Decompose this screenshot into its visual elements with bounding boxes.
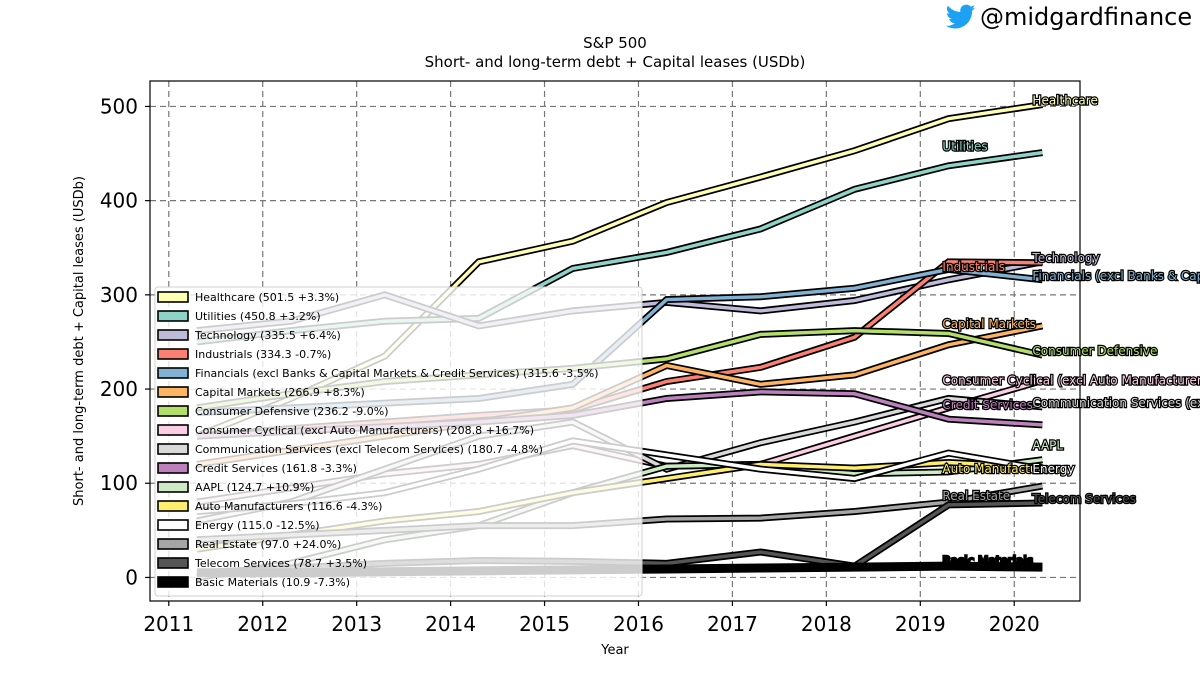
series-end-label: Communication Services (excl Telecom Ser…	[1032, 396, 1200, 410]
x-tick-label: 2013	[331, 612, 382, 636]
y-axis-label: Short- and long-term debt + Capital leas…	[72, 176, 87, 506]
y-tick-label: 300	[100, 283, 138, 307]
legend-item: AAPL (124.7 +10.9%)	[195, 481, 314, 494]
legend-item: Healthcare (501.5 +3.3%)	[195, 291, 339, 304]
series-end-label: Real Estate	[942, 489, 1010, 503]
legend-swatch	[157, 443, 189, 455]
brand-handle: @midgardfinance	[980, 3, 1193, 31]
chart-title: S&P 500	[583, 34, 647, 52]
series-end-label: Healthcare	[1032, 94, 1097, 108]
y-tick-label: 400	[100, 189, 138, 213]
legend-swatch	[157, 405, 189, 417]
series-end-label: Capital Markets	[942, 317, 1035, 331]
legend-swatch	[157, 481, 189, 493]
legend-swatch	[157, 519, 189, 531]
x-tick-label: 2014	[425, 612, 476, 636]
series-end-label: Basic Materials	[942, 554, 1033, 568]
x-tick-label: 2020	[989, 612, 1040, 636]
series-end-label: Technology	[1031, 251, 1099, 265]
legend-swatch	[157, 424, 189, 436]
x-tick-label: 2018	[801, 612, 852, 636]
legend-swatch	[157, 367, 189, 379]
x-tick-label: 2017	[707, 612, 758, 636]
series-end-labels: Healthcare Utilities Technology Industrials…	[941, 92, 1200, 569]
series-end-label: Credit Services	[942, 398, 1033, 412]
legend-swatch	[157, 557, 189, 569]
legend-swatch	[157, 462, 189, 474]
twitter-bird-icon	[946, 4, 976, 29]
legend-swatch	[157, 500, 189, 512]
legend-box	[154, 286, 643, 597]
legend-item: Consumer Cyclical (excl Auto Manufacture…	[195, 424, 534, 437]
axis-ticks: 2011 2012 2013 2014 2015 2016 2017 2018 2019 2020…	[100, 94, 1040, 636]
legend-item: Utilities (450.8 +3.2%)	[195, 310, 321, 323]
series-end-label: Utilities	[942, 140, 987, 154]
series-end-label: Telecom Services	[1031, 492, 1135, 506]
brand: @midgardfinance	[946, 2, 1192, 32]
legend-item: Industrials (334.3 -0.7%)	[195, 348, 331, 361]
series-end-label: Industrials	[942, 260, 1005, 274]
legend-item: Consumer Defensive (236.2 -9.0%)	[195, 405, 388, 418]
legend-swatch	[157, 538, 189, 550]
x-tick-label: 2011	[143, 612, 194, 636]
legend: Healthcare (501.5 +3.3%) Utilities (450.8…	[154, 286, 643, 597]
series-end-label: Financials (excl Banks & Capital Markets…	[1032, 269, 1200, 283]
plot-frame	[149, 80, 1081, 602]
series-end-label: AAPL	[1032, 439, 1063, 453]
y-tick-label: 500	[100, 94, 138, 118]
x-tick-label: 2019	[895, 612, 946, 636]
y-tick-label: 200	[100, 377, 138, 401]
legend-item: Real Estate (97.0 +24.0%)	[195, 538, 341, 551]
series-end-label: Consumer Defensive	[1032, 344, 1157, 358]
chart-subtitle: Short- and long-term debt + Capital leas…	[425, 53, 806, 71]
legend-swatch	[157, 386, 189, 398]
x-tick-label: 2016	[613, 612, 664, 636]
legend-swatch	[157, 348, 189, 360]
series-end-label: Energy	[1032, 462, 1074, 476]
legend-item: Auto Manufacturers (116.6 -4.3%)	[195, 500, 382, 513]
legend-item: Credit Services (161.8 -3.3%)	[195, 462, 357, 475]
x-axis-label: Year	[600, 643, 629, 658]
legend-item: Telecom Services (78.7 +3.5%)	[194, 557, 367, 570]
y-tick-label: 0	[125, 565, 138, 589]
series-end-label: Consumer Cyclical (excl Auto Manufacture…	[942, 374, 1200, 388]
legend-swatch	[157, 576, 189, 588]
legend-swatch	[157, 310, 189, 322]
legend-swatch	[157, 329, 189, 341]
legend-swatch	[157, 291, 189, 303]
legend-item: Energy (115.0 -12.5%)	[195, 519, 320, 532]
legend-item: Technology (335.5 +6.4%)	[194, 329, 341, 342]
y-tick-label: 100	[100, 471, 138, 495]
x-tick-label: 2012	[237, 612, 288, 636]
series-end-label: Auto Manufacturers	[942, 462, 1060, 476]
legend-item: Basic Materials (10.9 -7.3%)	[195, 576, 350, 589]
x-tick-label: 2015	[519, 612, 570, 636]
legend-item: Financials (excl Banks & Capital Markets…	[195, 367, 599, 380]
legend-item: Communication Services (excl Telecom Ser…	[195, 443, 543, 456]
legend-item: Capital Markets (266.9 +8.3%)	[195, 386, 365, 399]
